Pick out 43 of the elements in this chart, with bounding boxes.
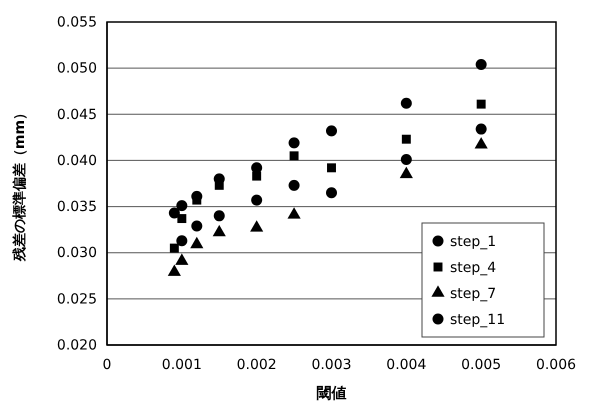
point [191, 220, 202, 232]
point [252, 172, 262, 181]
point [476, 124, 487, 135]
point [476, 100, 486, 109]
point [476, 58, 487, 70]
point [400, 154, 412, 165]
y-tick-label: 0.030 [56, 245, 97, 262]
point [326, 187, 337, 198]
legend-label: step_7 [450, 286, 496, 302]
x-tick-label: 0.006 [536, 356, 576, 373]
x-tick-label: 0.002 [236, 356, 277, 373]
legend-label: step_1 [450, 234, 496, 250]
x-tick-label: 0.005 [461, 356, 502, 373]
point [326, 125, 337, 136]
point [176, 200, 188, 212]
point [170, 244, 179, 253]
point [176, 235, 188, 246]
point [290, 151, 299, 160]
y-tick-label: 0.035 [56, 199, 97, 216]
y-tick-label: 0.020 [56, 337, 97, 354]
x-tick-label: 0.003 [311, 356, 352, 373]
point [214, 210, 225, 222]
legend-label: step_4 [450, 260, 496, 276]
y-tick-label: 0.040 [56, 152, 97, 169]
x-tick-label: 0.001 [162, 356, 202, 373]
y-tick-label: 0.050 [56, 60, 97, 77]
point [251, 194, 262, 206]
point [400, 98, 412, 109]
point [288, 180, 300, 191]
legend-label: step_11 [450, 312, 506, 328]
y-tick-label: 0.045 [56, 106, 97, 123]
x-axis-title: 閾値 [316, 384, 346, 402]
point [402, 134, 411, 144]
y-tick-label: 0.025 [56, 291, 97, 308]
point [327, 163, 336, 172]
point [168, 208, 180, 219]
point [288, 137, 300, 148]
point [177, 214, 186, 224]
x-tick-label: 0.004 [386, 356, 426, 373]
x-tick-label: 0 [102, 356, 112, 373]
y-axis-title: 残差の標準偏差（mm） [12, 106, 28, 262]
point [214, 180, 224, 190]
y-tick-label: 0.055 [56, 14, 97, 30]
